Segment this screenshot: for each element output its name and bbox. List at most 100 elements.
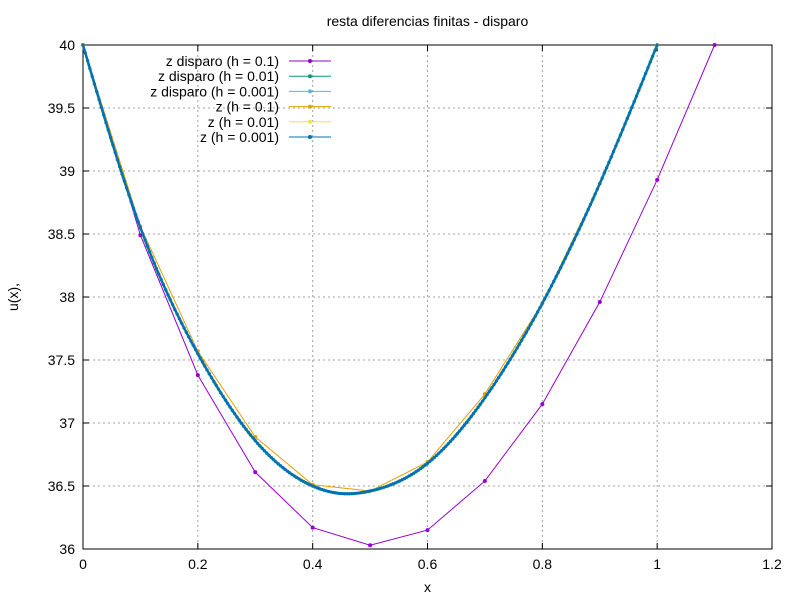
data-point (196, 352, 200, 356)
data-point (276, 462, 280, 466)
data-point (655, 177, 660, 182)
data-point (251, 436, 255, 440)
data-point (499, 372, 503, 376)
data-point (464, 420, 469, 425)
data-point (368, 543, 373, 548)
y-tick-label: 38 (59, 289, 75, 305)
data-point (242, 424, 246, 428)
data-point (260, 446, 264, 450)
data-point (212, 380, 216, 384)
data-point (281, 466, 285, 470)
data-point (414, 470, 418, 474)
data-point (205, 368, 209, 372)
x-tick-label: 0.2 (188, 556, 208, 572)
data-point (207, 372, 211, 376)
data-point (432, 455, 436, 460)
series-line (81, 44, 659, 496)
data-point (455, 432, 459, 436)
legend-swatch-marker (308, 135, 312, 139)
data-point (136, 219, 140, 223)
data-point (187, 335, 191, 339)
data-point (290, 472, 294, 477)
data-point (134, 213, 138, 217)
series-5 (81, 43, 659, 496)
data-point (269, 456, 273, 460)
data-point (451, 437, 455, 441)
data-point (492, 382, 496, 387)
data-point (467, 417, 471, 422)
data-point (533, 314, 538, 318)
data-point (267, 453, 271, 458)
data-point (469, 414, 473, 419)
data-point (129, 200, 133, 204)
data-point (625, 116, 629, 121)
data-point (653, 49, 657, 53)
y-tick-label: 37.5 (48, 352, 75, 368)
data-point (127, 193, 131, 197)
data-point (494, 379, 498, 383)
data-point (157, 272, 161, 276)
data-point (712, 43, 717, 47)
data-point (272, 458, 276, 462)
data-point (618, 133, 623, 137)
data-point (538, 305, 542, 310)
data-point (97, 97, 101, 102)
data-point (122, 179, 126, 183)
legend-item: z (h = 0.01) (208, 114, 331, 130)
data-point (628, 111, 632, 115)
data-point (350, 492, 354, 496)
y-tick-label: 36 (59, 541, 75, 557)
series-line (81, 44, 659, 496)
data-point (623, 122, 627, 126)
data-point (448, 439, 453, 444)
data-point (278, 464, 283, 468)
data-point (570, 242, 574, 246)
data-point (189, 339, 193, 343)
data-point (497, 375, 501, 380)
data-point (113, 150, 117, 154)
data-point (510, 354, 515, 358)
data-point (288, 471, 292, 475)
data-point (226, 401, 230, 406)
data-point (85, 59, 90, 63)
x-tick-label: 0 (79, 556, 87, 572)
data-point (292, 474, 296, 478)
data-point (439, 449, 443, 453)
data-point (444, 444, 448, 448)
data-point (598, 182, 602, 186)
data-point (462, 423, 466, 427)
data-point (591, 197, 595, 201)
data-point (246, 430, 250, 434)
data-point (579, 222, 583, 227)
data-point (253, 439, 257, 443)
data-point (648, 60, 652, 64)
data-point (203, 364, 207, 368)
data-point (503, 365, 508, 369)
data-point (547, 288, 551, 292)
data-point (173, 307, 177, 312)
data-point (421, 465, 425, 469)
data-point (409, 473, 414, 477)
x-tick-label: 0.8 (533, 556, 553, 572)
legend-item: z disparo (h = 0.1) (166, 53, 331, 69)
data-point (175, 312, 179, 316)
data-point (83, 51, 87, 55)
data-point (588, 202, 593, 206)
data-point (182, 326, 186, 330)
data-point (577, 227, 581, 232)
data-point (563, 256, 567, 260)
legend-label: z disparo (h = 0.1) (166, 53, 279, 69)
data-point (517, 342, 521, 346)
data-point (177, 317, 182, 321)
data-point (131, 206, 136, 210)
legend-swatch-marker (308, 119, 312, 124)
y-axis-label: u(x), (5, 283, 21, 311)
legend-label: z (h = 0.001) (200, 129, 279, 145)
data-point (239, 421, 244, 425)
data-point (526, 326, 531, 330)
data-point (221, 394, 225, 399)
data-point (485, 392, 489, 397)
chart-title: resta diferencias finitas - disparo (327, 13, 529, 29)
data-point (556, 270, 561, 274)
